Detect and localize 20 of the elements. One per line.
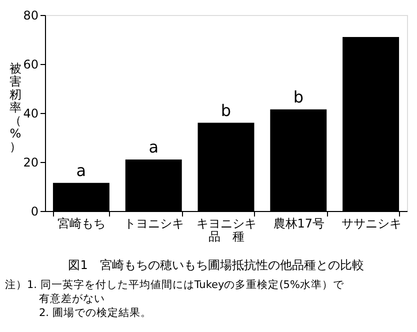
data-label: a bbox=[148, 138, 159, 157]
x-tick-label: 農林17号 bbox=[273, 216, 325, 230]
x-tick-label: 宮崎もち bbox=[58, 216, 106, 230]
x-axis-title: 品 種 bbox=[208, 230, 244, 244]
x-tick-label: キヨニシキ bbox=[196, 216, 256, 230]
y-tick-label: 0 bbox=[30, 204, 38, 218]
y-tick-label: 60 bbox=[23, 58, 38, 72]
y-tick-label: 20 bbox=[23, 156, 38, 170]
text: 有意差がない bbox=[39, 292, 105, 305]
x-tick-label: ササニシキ bbox=[341, 216, 402, 230]
y-tick-label: 80 bbox=[23, 8, 38, 22]
data-label: b bbox=[220, 100, 232, 120]
text: 2. 圃場での検定結果。 bbox=[39, 306, 152, 319]
data-label: b bbox=[293, 87, 304, 106]
y-tick-label: 40 bbox=[23, 106, 38, 120]
text: 注）1. 同一英字を付した平均値間にはTukeyの多重検定(5%水準）で bbox=[5, 278, 345, 291]
text: 図1 宮崎もちの穂いもち圃場抵抗性の他品種との比較 bbox=[68, 258, 364, 272]
y-axis-title: 被害籾率（%） bbox=[10, 62, 22, 154]
data-label: a bbox=[76, 160, 86, 180]
x-tick-label: トヨニシキ bbox=[124, 216, 184, 230]
